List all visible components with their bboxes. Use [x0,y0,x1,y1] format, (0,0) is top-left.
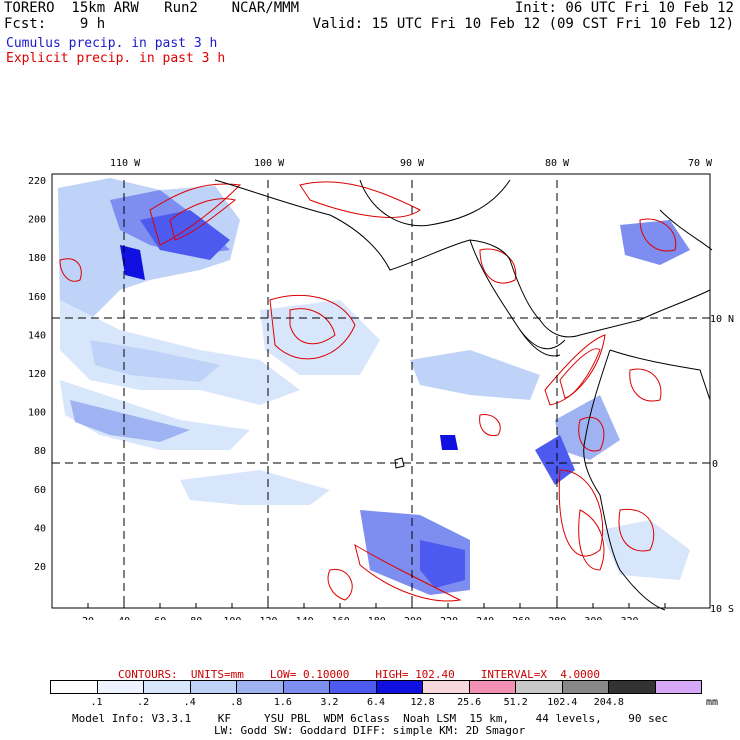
legend-swatch [283,681,330,693]
legend-swatch [655,681,701,693]
legend-tick-label: 6.4 [366,697,386,708]
lat-label: 0 [712,459,718,470]
explicit-precip-contours [59,181,677,602]
y-index-label: 60 [34,485,46,496]
legend-tick-label: 102.4 [547,697,578,708]
contour-units: CONTOURS: UNITS=mm [118,668,244,681]
lon-label: 110 W [110,158,141,169]
lon-label: 90 W [400,158,425,169]
contour-info: CONTOURS: UNITS=mm LOW= 0.10000 HIGH= 102.… [118,668,626,681]
x-index-label: 300 [584,616,602,620]
x-index-label: 60 [154,616,166,620]
x-index-label: 100 [223,616,241,620]
legend-swatch [376,681,423,693]
run-title: TORERO 15km ARW Run2 NCAR/MMM [4,0,300,16]
legend-swatch [516,681,563,693]
legend-tick-label: .4 [183,697,196,708]
legend-swatch [51,681,98,693]
precip-map: 110 W 100 W 90 W 80 W 70 W 10 N 0 10 S 2… [28,158,734,620]
lat-label: 10 N [710,314,734,325]
x-grid-index-labels: 20 40 60 80 100 120 140 160 180 200 220 240 260 280 30… [82,616,639,620]
legend-tick-label: 204.8 [593,697,624,708]
cumulus-precip-label: Cumulus precip. in past 3 h [6,36,218,51]
valid-time: Valid: 15 UTC Fri 10 Feb 12 (09 CST Fri … [312,16,734,32]
legend-swatch [423,681,470,693]
explicit-precip-label: Explicit precip. in past 3 h [6,51,226,66]
y-index-label: 200 [28,215,46,226]
legend-swatch [97,681,144,693]
legend-swatch [190,681,237,693]
legend-tick-label: .8 [230,697,243,708]
x-index-label: 320 [620,616,638,620]
model-info: Model Info: V3.3.1 KF YSU PBL WDM 6class… [72,712,669,725]
legend-tick-label: 1.6 [273,697,292,708]
x-index-label: 80 [190,616,202,620]
contour-low: LOW= 0.10000 [269,668,350,681]
legend-tick-label: 12.8 [410,697,435,708]
contour-interval: INTERVAL=X 4.0000 [480,668,601,681]
legend-tick-label: 51.2 [503,697,528,708]
precip-shading [58,178,690,595]
color-legend [50,680,702,694]
lon-label: 70 W [688,158,713,169]
forecast-hour: Fcst: 9 h [4,16,106,32]
legend-swatch [330,681,377,693]
legend-swatch [609,681,656,693]
y-index-label: 160 [28,292,46,303]
frame-ticks [87,603,666,608]
legend-swatch [144,681,191,693]
x-index-label: 180 [368,616,386,620]
legend-units: mm [706,697,719,708]
legend-swatch [562,681,609,693]
lon-label: 100 W [254,158,285,169]
x-index-label: 40 [118,616,130,620]
legend-swatch [237,681,284,693]
y-index-label: 40 [34,523,46,534]
y-grid-index-labels: 220 200 180 160 140 120 100 80 60 40 20 [28,176,46,573]
lon-label: 80 W [545,158,570,169]
x-index-label: 260 [512,616,530,620]
init-time: Init: 06 UTC Fri 10 Feb 12 [514,0,734,16]
y-index-label: 140 [28,330,46,341]
x-index-label: 240 [476,616,494,620]
model-physics: LW: Godd SW: Goddard DIFF: simple KM: 2D… [214,724,526,737]
y-index-label: 20 [34,562,46,573]
coastlines [214,179,713,611]
legend-tick-label: 25.6 [457,697,482,708]
y-index-label: 120 [28,369,46,380]
x-index-label: 20 [82,616,94,620]
lat-lon-grid [52,180,710,608]
y-index-label: 80 [34,446,46,457]
x-index-label: 280 [548,616,566,620]
x-index-label: 200 [404,616,422,620]
x-index-label: 140 [296,616,314,620]
y-index-label: 100 [28,408,46,419]
x-index-label: 160 [332,616,350,620]
legend-swatch [469,681,516,693]
x-index-label: 220 [440,616,458,620]
y-index-label: 220 [28,176,46,187]
legend-tick-label: .2 [137,697,150,708]
y-index-label: 180 [28,253,46,264]
map-frame [51,173,711,609]
x-index-label: 120 [259,616,277,620]
contour-high: HIGH= 102.40 [375,668,455,681]
legend-tick-label: .1 [90,697,103,708]
lat-label: 10 S [710,604,734,615]
legend-tick-label: 3.2 [320,697,339,708]
